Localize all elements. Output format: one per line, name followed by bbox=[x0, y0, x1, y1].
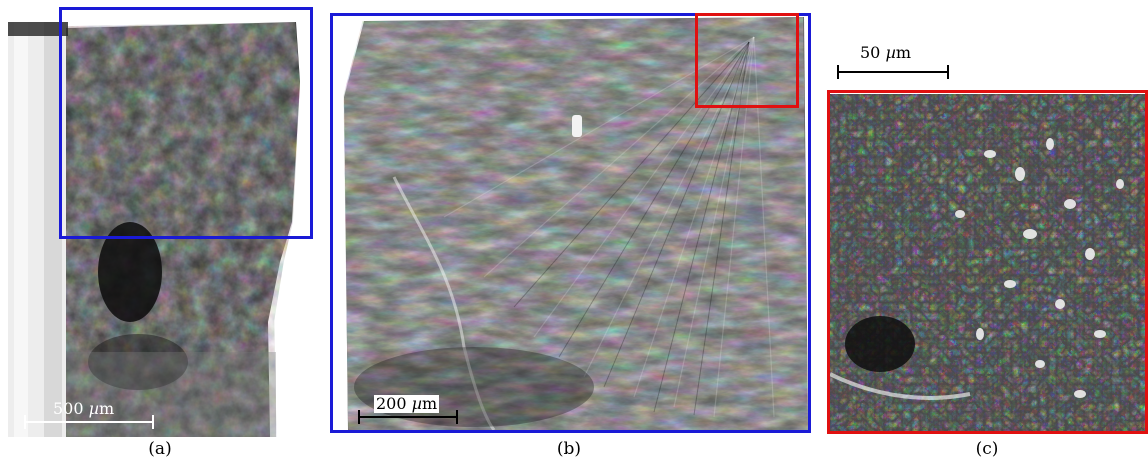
scale-bar-a bbox=[24, 415, 154, 429]
caption-c: (c) bbox=[975, 439, 999, 459]
scale-label-a: 500 µm bbox=[53, 399, 115, 418]
caption-b: (b) bbox=[556, 439, 582, 459]
scale-bar-b bbox=[358, 410, 458, 424]
caption-a: (a) bbox=[148, 439, 172, 459]
scale-bar-c bbox=[837, 65, 949, 79]
panel-b: 200 µm (b) bbox=[320, 0, 820, 461]
sem-image-c bbox=[830, 94, 1146, 432]
sem-image-a bbox=[8, 22, 300, 437]
panel-c: 50 µm (c) bbox=[820, 0, 1148, 461]
panel-a: 500 µm (a) bbox=[0, 0, 320, 461]
scale-label-b: 200 µm bbox=[374, 394, 440, 413]
scale-label-c: 50 µm bbox=[860, 43, 912, 62]
sem-image-b bbox=[334, 17, 808, 430]
